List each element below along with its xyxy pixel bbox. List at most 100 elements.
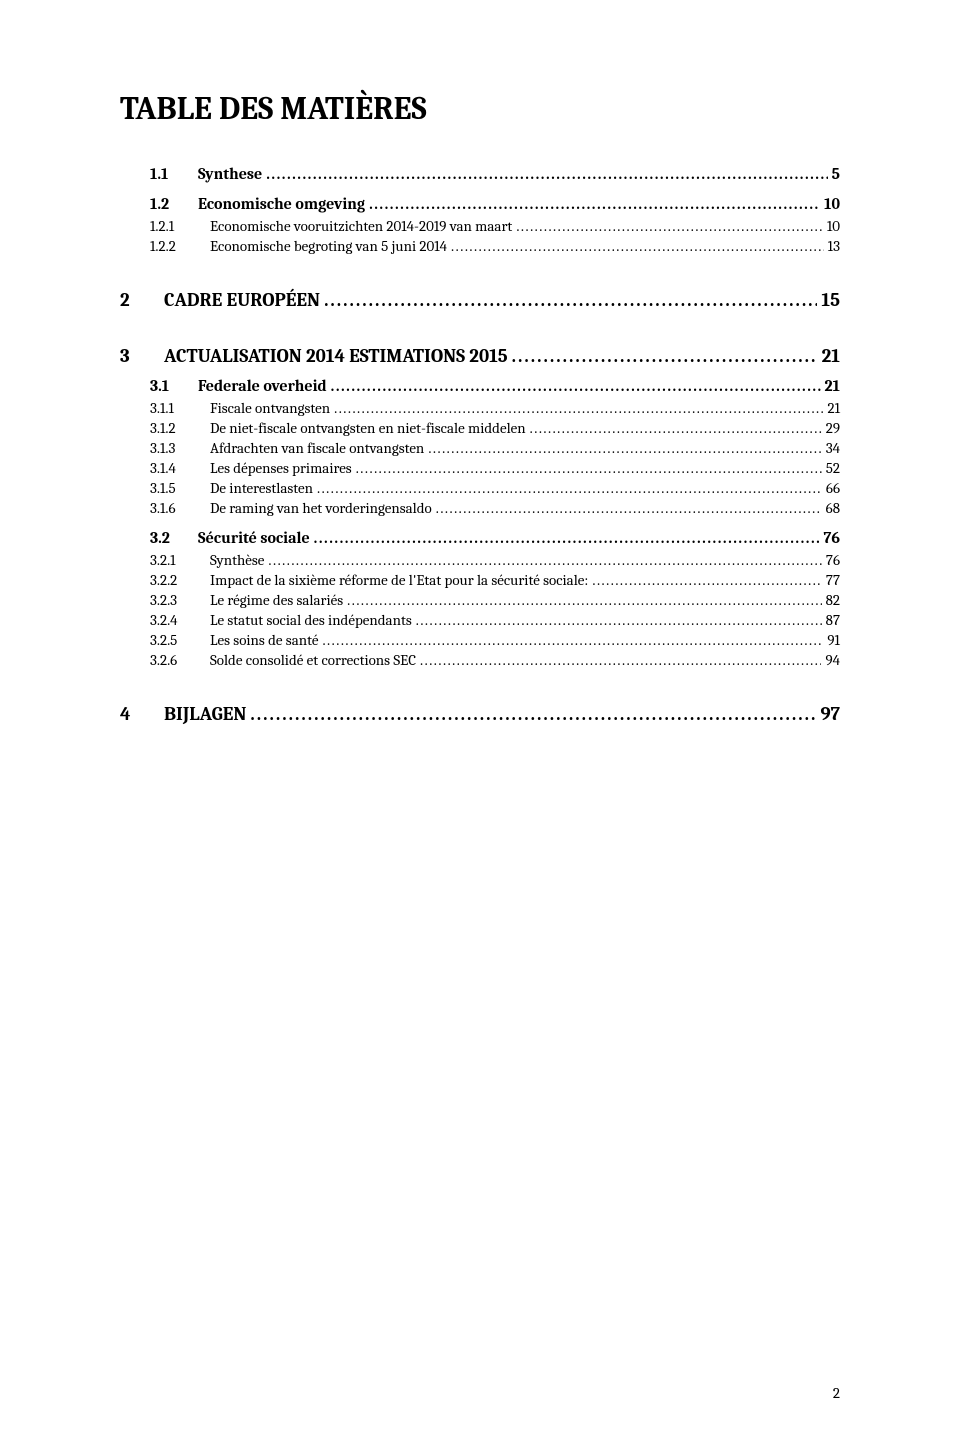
toc-entry-number: 3.1.4 — [150, 459, 210, 477]
toc-leader — [420, 651, 821, 669]
toc-entry-label: 3.1.3Afdrachten van fiscale ontvangsten — [150, 439, 424, 457]
toc-entry-number: 3.1.3 — [150, 439, 210, 457]
toc-entry-text: Economische vooruitzichten 2014-2019 van… — [210, 217, 512, 235]
toc-entry-text: Le statut social des indépendants — [210, 611, 412, 629]
toc-entry-text: ACTUALISATION 2014 ESTIMATIONS 2015 — [164, 345, 508, 367]
toc-entry[interactable]: 3.2.4Le statut social des indépendants 87 — [120, 611, 840, 629]
toc-entry-label: 1.1Synthese — [150, 165, 262, 183]
table-of-contents: 1.1Synthese5 1.2Economische omgeving10 1.2… — [120, 165, 840, 725]
toc-entry[interactable]: 4BIJLAGEN 97 — [120, 703, 840, 725]
toc-entry-number: 4 — [120, 703, 164, 725]
toc-entry[interactable]: 3.1.6De raming van het vorderingensaldo 6… — [120, 499, 840, 517]
toc-entry-number: 3.2.5 — [150, 631, 210, 649]
toc-entry[interactable]: 3.1.2De niet-fiscale ontvangsten en niet… — [120, 419, 840, 437]
toc-entry[interactable]: 3.1.4Les dépenses primaires 52 — [120, 459, 840, 477]
toc-entry-text: CADRE EUROPÉEN — [164, 289, 320, 311]
toc-entry-label: 3.2.5Les soins de santé — [150, 631, 318, 649]
toc-entry[interactable]: 1.2.2Economische begroting van 5 juni 20… — [120, 237, 840, 255]
toc-leader — [369, 195, 820, 213]
toc-entry-page: 29 — [826, 419, 840, 437]
toc-entry-text: Les soins de santé — [210, 631, 318, 649]
toc-entry-text: Synthèse — [210, 551, 264, 569]
toc-entry[interactable]: 3.1.3Afdrachten van fiscale ontvangsten3… — [120, 439, 840, 457]
toc-entry-text: Fiscale ontvangsten — [210, 399, 330, 417]
toc-leader — [416, 611, 822, 629]
toc-entry[interactable]: 2CADRE EUROPÉEN15 — [120, 289, 840, 311]
toc-entry[interactable]: 3.2.2Impact de la sixième réforme de l'E… — [120, 571, 840, 589]
toc-entry-text: Impact de la sixième réforme de l'Etat p… — [210, 571, 588, 589]
toc-entry-page: 91 — [827, 631, 840, 649]
toc-entry-page: 97 — [820, 703, 840, 725]
toc-entry-text: De niet-fiscale ontvangsten en niet-fisc… — [210, 419, 526, 437]
toc-entry[interactable]: 3ACTUALISATION 2014 ESTIMATIONS 2015 21 — [120, 345, 840, 367]
toc-entry-number: 3.2 — [150, 529, 198, 547]
toc-entry-label: 3.2.6Solde consolidé et corrections SEC — [150, 651, 416, 669]
toc-leader — [512, 345, 818, 367]
toc-leader — [334, 399, 823, 417]
toc-entry-text: BIJLAGEN — [164, 703, 246, 725]
toc-entry-text: Afdrachten van fiscale ontvangsten — [210, 439, 424, 457]
toc-entry-text: Federale overheid — [198, 377, 327, 395]
toc-entry-label: 3.2.4Le statut social des indépendants — [150, 611, 412, 629]
toc-entry-text: Synthese — [198, 165, 262, 183]
toc-entry[interactable]: 3.2Sécurité sociale76 — [120, 529, 840, 547]
toc-entry-page: 68 — [826, 499, 840, 517]
toc-entry-number: 3.2.6 — [150, 651, 210, 669]
toc-leader — [324, 289, 817, 311]
toc-entry-page: 21 — [825, 377, 840, 395]
toc-entry-number: 3.1.6 — [150, 499, 210, 517]
toc-entry-text: De interestlasten — [210, 479, 313, 497]
toc-entry-page: 87 — [826, 611, 840, 629]
toc-leader — [428, 439, 821, 457]
toc-entry[interactable]: 1.2Economische omgeving10 — [120, 195, 840, 213]
toc-entry-label: 3.2.3Le régime des salariés — [150, 591, 343, 609]
toc-entry-label: 3.1Federale overheid — [150, 377, 327, 395]
toc-entry[interactable]: 3.2.3Le régime des salariés 82 — [120, 591, 840, 609]
toc-entry-label: 3.1.5De interestlasten — [150, 479, 313, 497]
toc-entry-text: Economische omgeving — [198, 195, 365, 213]
toc-entry-text: Solde consolidé et corrections SEC — [210, 651, 416, 669]
document-title: TABLE DES MATIÈRES — [120, 90, 840, 127]
toc-entry-label: 3.1.6De raming van het vorderingensaldo — [150, 499, 432, 517]
toc-entry[interactable]: 1.1Synthese5 — [120, 165, 840, 183]
toc-entry-label: 4BIJLAGEN — [120, 703, 246, 725]
toc-entry-label: 3ACTUALISATION 2014 ESTIMATIONS 2015 — [120, 345, 508, 367]
toc-entry[interactable]: 1.2.1Economische vooruitzichten 2014-201… — [120, 217, 840, 235]
toc-entry-page: 82 — [826, 591, 840, 609]
toc-entry-page: 21 — [822, 345, 840, 367]
toc-leader — [268, 551, 822, 569]
toc-entry[interactable]: 3.2.5Les soins de santé 91 — [120, 631, 840, 649]
toc-entry-number: 3.2.4 — [150, 611, 210, 629]
toc-entry-number: 1.1 — [150, 165, 198, 183]
toc-entry[interactable]: 3.2.6Solde consolidé et corrections SEC 9… — [120, 651, 840, 669]
toc-entry-label: 3.2Sécurité sociale — [150, 529, 310, 547]
toc-entry-label: 3.1.4Les dépenses primaires — [150, 459, 352, 477]
toc-entry-page: 94 — [825, 651, 840, 669]
toc-entry-page: 76 — [826, 551, 840, 569]
toc-entry-number: 3.1.2 — [150, 419, 210, 437]
toc-entry-number: 1.2.1 — [150, 217, 210, 235]
toc-entry-number: 3.1.5 — [150, 479, 210, 497]
toc-entry-number: 3.1 — [150, 377, 198, 395]
toc-entry-page: 10 — [827, 217, 840, 235]
toc-entry[interactable]: 3.2.1Synthèse 76 — [120, 551, 840, 569]
toc-leader — [314, 529, 820, 547]
toc-entry[interactable]: 3.1Federale overheid 21 — [120, 377, 840, 395]
toc-entry-page: 13 — [828, 237, 840, 255]
toc-leader — [592, 571, 822, 589]
toc-entry[interactable]: 3.1.1Fiscale ontvangsten 21 — [120, 399, 840, 417]
toc-entry-number: 1.2.2 — [150, 237, 210, 255]
toc-entry-text: De raming van het vorderingensaldo — [210, 499, 432, 517]
toc-leader — [516, 217, 823, 235]
toc-entry-page: 52 — [826, 459, 840, 477]
toc-entry-text: Les dépenses primaires — [210, 459, 352, 477]
toc-leader — [436, 499, 822, 517]
toc-entry-text: Economische begroting van 5 juni 2014 — [210, 237, 447, 255]
toc-entry-page: 66 — [826, 479, 840, 497]
toc-entry-page: 15 — [821, 289, 840, 311]
toc-entry-page: 21 — [827, 399, 840, 417]
toc-entry-label: 3.1.2De niet-fiscale ontvangsten en niet… — [150, 419, 526, 437]
toc-entry[interactable]: 3.1.5De interestlasten 66 — [120, 479, 840, 497]
toc-entry-label: 3.2.1Synthèse — [150, 551, 264, 569]
toc-entry-label: 3.1.1Fiscale ontvangsten — [150, 399, 330, 417]
